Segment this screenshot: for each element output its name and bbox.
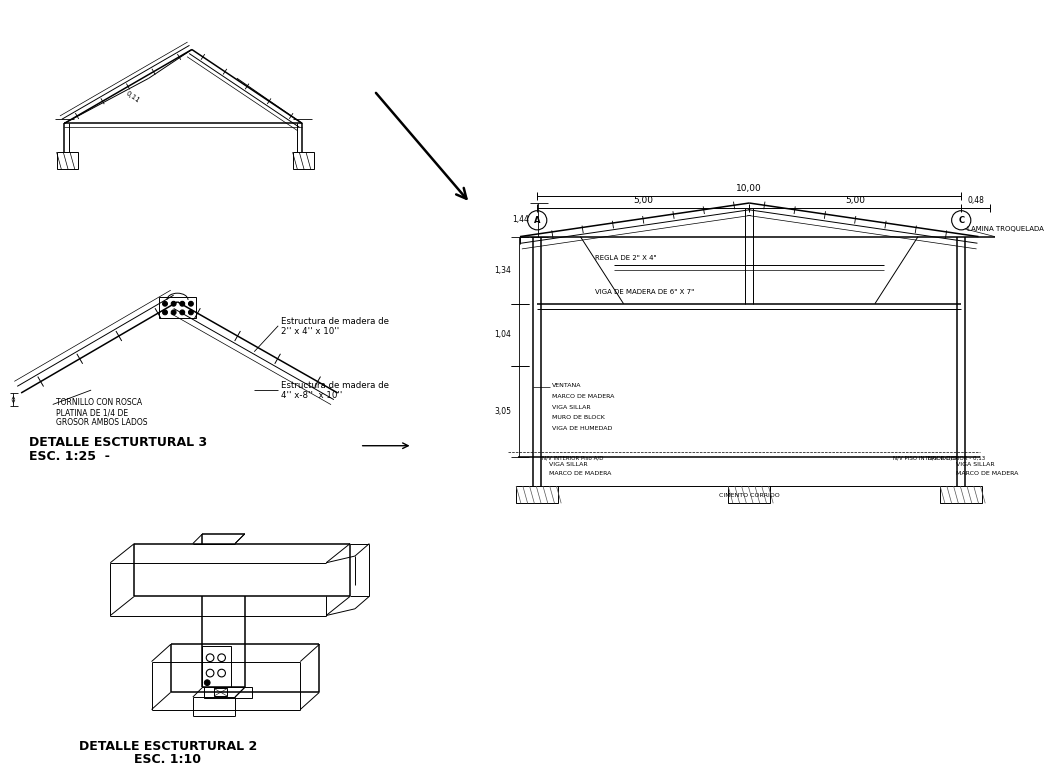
Text: ESC. 1:10: ESC. 1:10	[134, 753, 201, 766]
Bar	[202, 646, 231, 687]
Text: N/V. EXTERIOR - 0,13: N/V. EXTERIOR - 0,13	[928, 456, 985, 461]
Bar	[728, 486, 770, 503]
Text: 4'' x-8''  x 10'': 4'' x-8'' x 10''	[281, 391, 342, 401]
Bar	[214, 688, 228, 696]
Circle shape	[205, 680, 210, 685]
Text: VIGA SILLAR: VIGA SILLAR	[957, 463, 996, 467]
Text: N/V PISO INTERIOR D/O: N/V PISO INTERIOR D/O	[893, 456, 957, 461]
Text: Estructura de madera de: Estructura de madera de	[281, 317, 389, 325]
Text: 5,00: 5,00	[845, 196, 865, 205]
Text: ESC. 1:25  -: ESC. 1:25 -	[28, 450, 110, 463]
Text: 10,00: 10,00	[736, 184, 762, 194]
Circle shape	[171, 310, 176, 314]
Circle shape	[163, 310, 168, 314]
Text: 1,44: 1,44	[512, 216, 529, 224]
Text: VENTANA: VENTANA	[552, 383, 581, 388]
Text: DETALLE ESCTURTURAL 2: DETALLE ESCTURTURAL 2	[79, 740, 257, 753]
Text: CIMENTO CORRIDO: CIMENTO CORRIDO	[719, 493, 779, 498]
Bar	[57, 152, 78, 169]
Text: 3,05: 3,05	[494, 407, 511, 416]
Bar	[940, 486, 982, 503]
Text: VIGA SILLAR: VIGA SILLAR	[549, 463, 587, 467]
Text: TORNILLO CON ROSCA: TORNILLO CON ROSCA	[56, 398, 142, 407]
Text: DETALLE ESCTURTURAL 3: DETALLE ESCTURTURAL 3	[28, 437, 207, 449]
Text: 5,00: 5,00	[634, 196, 654, 205]
Text: LAMINA TROQUELADA: LAMINA TROQUELADA	[967, 226, 1044, 232]
Bar	[516, 486, 558, 503]
Text: 0,48: 0,48	[967, 196, 984, 205]
Text: GROSOR AMBOS LADOS: GROSOR AMBOS LADOS	[56, 418, 147, 427]
Text: MARCO DE MADERA: MARCO DE MADERA	[957, 471, 1019, 476]
Circle shape	[163, 301, 168, 306]
Circle shape	[189, 301, 193, 306]
Text: 1,34: 1,34	[494, 266, 511, 274]
Circle shape	[171, 301, 176, 306]
Text: 1,04: 1,04	[494, 330, 511, 339]
Text: MURO DE BLOCK: MURO DE BLOCK	[552, 416, 604, 420]
Text: VIGA DE MADERA DE 6" X 7": VIGA DE MADERA DE 6" X 7"	[595, 289, 694, 296]
Circle shape	[179, 301, 185, 306]
Text: N/V INTERIOR Piso A/D: N/V INTERIOR Piso A/D	[542, 456, 603, 461]
Text: VIGA SILLAR: VIGA SILLAR	[552, 405, 591, 410]
Bar	[205, 687, 253, 698]
Circle shape	[189, 310, 193, 314]
Text: PLATINA DE 1/4 DE: PLATINA DE 1/4 DE	[56, 408, 128, 418]
Text: A: A	[534, 216, 540, 225]
Circle shape	[179, 310, 185, 314]
Bar	[293, 152, 314, 169]
Text: REGLA DE 2" X 4": REGLA DE 2" X 4"	[595, 255, 657, 261]
Bar	[159, 297, 196, 318]
Text: 2'' x 4'' x 10'': 2'' x 4'' x 10''	[281, 327, 339, 336]
Text: VIGA DE HUMEDAD: VIGA DE HUMEDAD	[552, 426, 612, 431]
Text: C: C	[958, 216, 964, 225]
Text: MARCO DE MADERA: MARCO DE MADERA	[549, 471, 612, 476]
Text: Estructura de madera de: Estructura de madera de	[281, 381, 389, 390]
Text: MARCO DE MADERA: MARCO DE MADERA	[552, 394, 614, 399]
Text: 0,11: 0,11	[125, 90, 142, 104]
